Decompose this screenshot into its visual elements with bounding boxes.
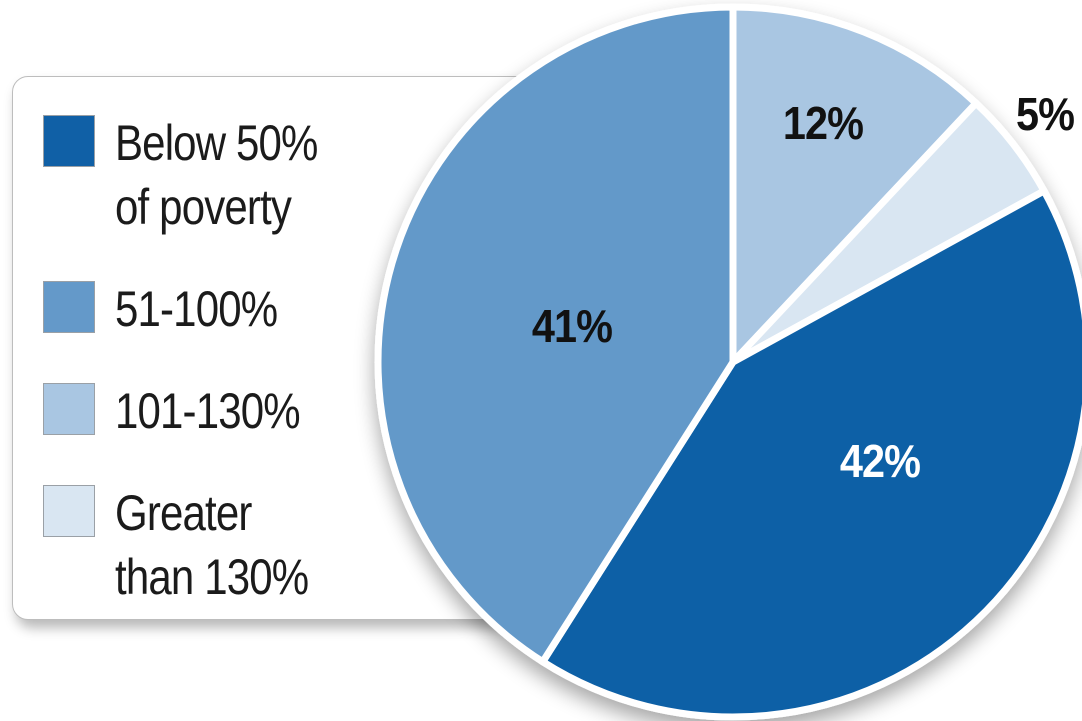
data-label-101-130: 12% — [783, 98, 863, 150]
legend-label-below-50: Below 50% of poverty — [115, 115, 318, 235]
legend-item-greater-130: Greater than 130% — [43, 481, 345, 609]
slice-below-50 — [539, 187, 1082, 721]
legend-item-101-130: 101-130% — [43, 379, 335, 443]
legend-label-51-100: 51-100% — [115, 281, 278, 337]
legend-item-51-100: 51-100% — [43, 277, 308, 341]
data-label-greater-130: 5% — [1016, 89, 1074, 141]
legend-swatch-below-50 — [43, 115, 95, 167]
slice-51-100 — [374, 3, 737, 666]
legend-label-greater-130: Greater than 130% — [115, 485, 309, 605]
data-label-below-50: 42% — [840, 436, 920, 488]
legend-swatch-101-130 — [43, 383, 95, 435]
legend-swatch-greater-130 — [43, 485, 95, 537]
legend-label-101-130: 101-130% — [115, 383, 301, 439]
legend-item-below-50: Below 50% of poverty — [43, 111, 356, 239]
data-label-51-100: 41% — [532, 301, 612, 353]
slice-101-130 — [729, 3, 980, 366]
legend-swatch-51-100 — [43, 281, 95, 333]
